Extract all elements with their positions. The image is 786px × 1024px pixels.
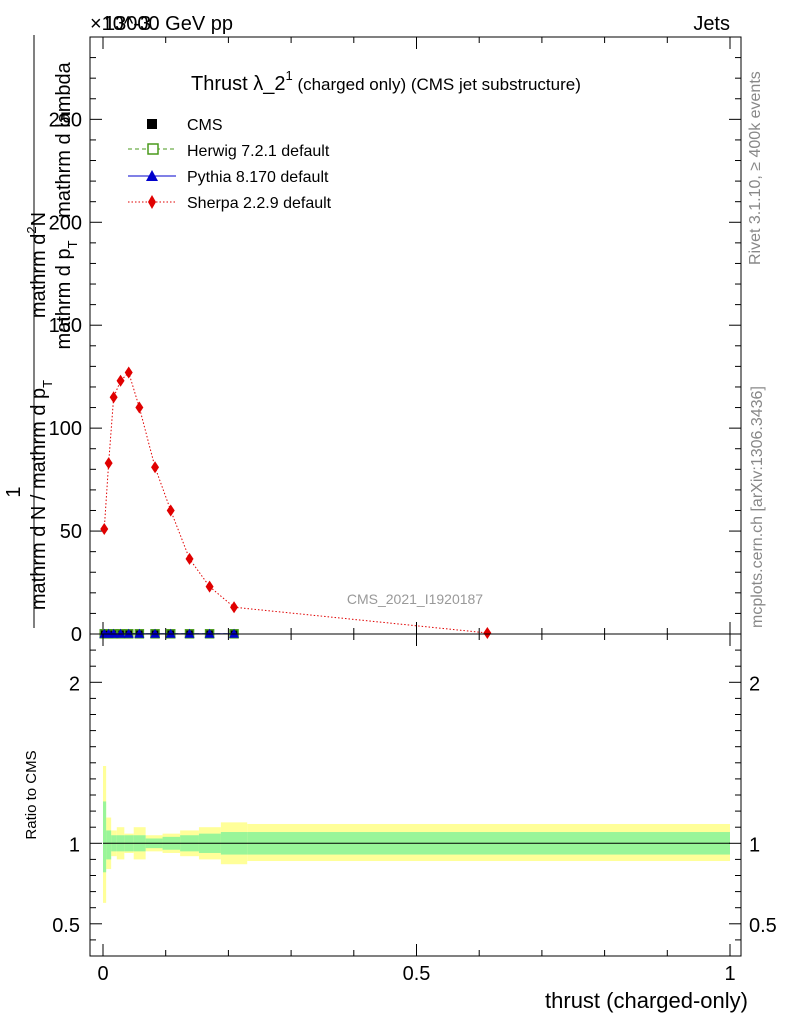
- y-label-dpt: mathrm d pT: [53, 240, 80, 349]
- legend-item-sherpa: Sherpa 2.2.9 default: [128, 195, 332, 212]
- sherpa-data-point: [135, 401, 144, 414]
- sherpa-data-point: [151, 461, 160, 474]
- sherpa-data-point: [230, 601, 239, 614]
- main-x-ticks: [102, 37, 731, 634]
- analysis-id-label: CMS_2021_I1920187: [347, 591, 483, 607]
- sherpa-data-point: [205, 580, 214, 593]
- sherpa-data-point: [483, 626, 492, 639]
- category-label: Jets: [693, 13, 730, 35]
- ratio-green-band-bin: [106, 830, 112, 860]
- sherpa-data-point: [185, 552, 194, 565]
- legend-label-herwig: Herwig 7.2.1 default: [187, 143, 330, 160]
- ratio-frame: [89, 633, 742, 957]
- y-label-d2n: mathrm d2N: [24, 212, 50, 318]
- legend-label-sherpa: Sherpa 2.2.9 default: [187, 195, 332, 212]
- main-y-tick-label: 0: [71, 624, 82, 646]
- mcplots-side-label: mcplots.cern.ch [arXiv:1306.3436]: [749, 386, 766, 628]
- pythia-data-point: [115, 628, 126, 638]
- main-panel: 0 50 100 150 200 250 Thrust λ_21 (charged onl…: [3, 35, 742, 646]
- x-axis-label: thrust (charged-only): [545, 988, 748, 1013]
- legend-marker-sherpa: [148, 195, 156, 209]
- main-y-tick-label: 250: [49, 109, 82, 131]
- legend: CMS Herwig 7.2.1 default Pythia 8.170 de…: [128, 117, 332, 212]
- pythia-data-point: [165, 628, 176, 638]
- legend-item-pythia: Pythia 8.170 default: [128, 169, 329, 186]
- ratio-y-tick-label: 1: [69, 834, 80, 856]
- ratio-y-tick-label: 0.5: [52, 915, 80, 937]
- pythia-data-point: [108, 628, 119, 638]
- sherpa-data-point: [166, 504, 175, 517]
- sherpa-data-point: [109, 391, 118, 404]
- sherpa-data-point: [104, 457, 113, 470]
- legend-label-cms: CMS: [187, 117, 223, 134]
- y-label-dlambda: mathrm d lambda: [53, 61, 75, 217]
- ratio-bands: [103, 766, 730, 903]
- ratio-x-tick-label: 1: [724, 963, 735, 985]
- legend-label-pythia: Pythia 8.170 default: [187, 169, 329, 186]
- ratio-y-ticks: 0.5 0.5 1 1 2 2: [52, 649, 777, 941]
- energy-label: 13000 GeV pp: [104, 13, 233, 35]
- plot-title: Thrust λ_21 (charged only) (CMS jet subs…: [191, 68, 581, 95]
- main-y-ticks: 0 50 100 150 200 250: [49, 36, 741, 646]
- exponent-label: ×10^-3: [90, 13, 151, 35]
- pythia-data-point: [184, 628, 195, 638]
- ratio-x-tick-label: 0.5: [403, 963, 431, 985]
- legend-marker-cms: [147, 119, 157, 129]
- ratio-y-tick-label-right: 2: [749, 673, 760, 695]
- sherpa-data-point: [116, 374, 125, 387]
- main-y-tick-label: 200: [49, 212, 82, 234]
- main-y-axis-label: 1 mathrm d2N mathrm d N / mathrm d pT ma…: [3, 35, 80, 628]
- pythia-data-point: [123, 628, 134, 638]
- pythia-data-point: [150, 628, 161, 638]
- pythia-data-point: [229, 628, 240, 638]
- rivet-side-label: Rivet 3.1.10, ≥ 400k events: [747, 71, 764, 265]
- legend-item-herwig: Herwig 7.2.1 default: [128, 143, 330, 160]
- series-line-3: [103, 371, 488, 634]
- ratio-x-ticks: 0 0.5 1: [97, 634, 736, 985]
- sherpa-data-point: [100, 523, 109, 536]
- ratio-y-axis-label: Ratio to CMS: [23, 750, 40, 839]
- ratio-y-tick-label-right: 0.5: [749, 915, 777, 937]
- pythia-data-point: [204, 628, 215, 638]
- main-y-tick-label: 100: [49, 418, 82, 440]
- pythia-data-point: [134, 628, 145, 638]
- ratio-green-band-bin: [103, 801, 107, 873]
- main-y-tick-label: 150: [49, 315, 82, 337]
- ratio-y-tick-label: 2: [69, 673, 80, 695]
- sherpa-data-point: [124, 366, 133, 379]
- legend-marker-herwig: [147, 143, 159, 155]
- y-label-numerator: 1: [3, 486, 25, 497]
- legend-marker-pythia: [146, 170, 158, 181]
- main-y-tick-label: 50: [60, 521, 82, 543]
- ratio-x-tick-label: 0: [97, 963, 108, 985]
- legend-item-cms: CMS: [147, 117, 223, 134]
- ratio-panel: 0.5 0.51 12 2 0 0.5 1 Ratio to CMS thrust (ch…: [23, 633, 777, 1013]
- y-label-denominator: mathrm d N / mathrm d pT: [28, 380, 55, 610]
- ratio-y-tick-label-right: 1: [749, 834, 760, 856]
